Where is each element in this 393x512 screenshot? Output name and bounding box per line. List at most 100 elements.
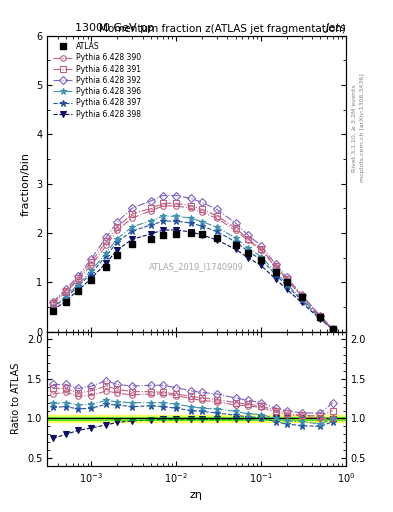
Pythia 6.428 396	[76, 281, 81, 287]
Pythia 6.428 396	[233, 235, 238, 241]
Pythia 6.428 392	[284, 274, 289, 281]
Pythia 6.428 397	[233, 239, 238, 245]
Pythia 6.428 392	[246, 232, 250, 238]
Pythia 6.428 397	[50, 305, 55, 311]
Text: Jets: Jets	[325, 23, 346, 33]
Pythia 6.428 398	[115, 247, 119, 253]
Pythia 6.428 398	[161, 227, 165, 233]
Pythia 6.428 391	[189, 203, 194, 209]
Pythia 6.428 392	[104, 234, 109, 240]
Pythia 6.428 396	[174, 213, 179, 219]
Pythia 6.428 397	[76, 283, 81, 289]
Pythia 6.428 398	[149, 231, 153, 237]
Pythia 6.428 390	[149, 208, 153, 214]
Pythia 6.428 397	[64, 294, 68, 301]
Pythia 6.428 397	[115, 239, 119, 245]
Pythia 6.428 392	[76, 273, 81, 279]
Pythia 6.428 392	[199, 199, 204, 205]
Pythia 6.428 390	[233, 227, 238, 233]
ATLAS	[259, 257, 263, 263]
Pythia 6.428 390	[161, 203, 165, 209]
Pythia 6.428 398	[284, 286, 289, 292]
Pythia 6.428 391	[149, 205, 153, 211]
Pythia 6.428 398	[299, 300, 304, 306]
Pythia 6.428 397	[246, 248, 250, 254]
Text: Rivet 3.1.10, ≥ 3.2M events: Rivet 3.1.10, ≥ 3.2M events	[352, 84, 357, 172]
Pythia 6.428 397	[161, 218, 165, 224]
Pythia 6.428 392	[189, 196, 194, 202]
Line: Pythia 6.428 396: Pythia 6.428 396	[50, 212, 336, 332]
Legend: ATLAS, Pythia 6.428 390, Pythia 6.428 391, Pythia 6.428 392, Pythia 6.428 396, P: ATLAS, Pythia 6.428 390, Pythia 6.428 39…	[51, 39, 143, 121]
Pythia 6.428 398	[189, 229, 194, 235]
Pythia 6.428 390	[104, 242, 109, 248]
Pythia 6.428 396	[259, 253, 263, 260]
Pythia 6.428 390	[214, 215, 219, 221]
Pythia 6.428 396	[284, 281, 289, 287]
Pythia 6.428 391	[318, 313, 323, 319]
Pythia 6.428 391	[274, 263, 278, 269]
Pythia 6.428 390	[299, 293, 304, 299]
Pythia 6.428 398	[104, 260, 109, 266]
Pythia 6.428 390	[284, 276, 289, 283]
Pythia 6.428 398	[331, 326, 335, 332]
Pythia 6.428 392	[115, 219, 119, 225]
Pythia 6.428 396	[246, 245, 250, 251]
Pythia 6.428 392	[130, 205, 134, 211]
Pythia 6.428 392	[149, 198, 153, 204]
Text: 13000 GeV pp: 13000 GeV pp	[75, 23, 154, 33]
Pythia 6.428 396	[318, 315, 323, 321]
Pythia 6.428 397	[274, 272, 278, 278]
Pythia 6.428 392	[214, 206, 219, 212]
Pythia 6.428 397	[130, 228, 134, 234]
Pythia 6.428 391	[115, 224, 119, 230]
Pythia 6.428 391	[246, 236, 250, 242]
Pythia 6.428 397	[259, 257, 263, 263]
ATLAS	[64, 299, 68, 305]
Pythia 6.428 391	[50, 300, 55, 306]
Line: Pythia 6.428 391: Pythia 6.428 391	[50, 201, 336, 332]
ATLAS	[104, 264, 109, 270]
Pythia 6.428 396	[130, 224, 134, 230]
Pythia 6.428 391	[299, 292, 304, 298]
Text: Momentum fraction z(ATLAS jet fragmentation): Momentum fraction z(ATLAS jet fragmentat…	[99, 24, 346, 34]
Pythia 6.428 392	[233, 220, 238, 226]
Pythia 6.428 398	[174, 227, 179, 233]
ATLAS	[50, 308, 55, 314]
Pythia 6.428 396	[149, 218, 153, 224]
ATLAS	[130, 241, 134, 247]
Pythia 6.428 396	[199, 219, 204, 225]
Pythia 6.428 392	[259, 243, 263, 249]
Pythia 6.428 397	[104, 252, 109, 259]
Pythia 6.428 390	[115, 227, 119, 233]
Y-axis label: Ratio to ATLAS: Ratio to ATLAS	[11, 363, 21, 434]
Pythia 6.428 391	[199, 206, 204, 212]
Pythia 6.428 397	[318, 315, 323, 322]
Pythia 6.428 390	[76, 276, 81, 283]
ATLAS	[331, 326, 335, 332]
Pythia 6.428 391	[104, 238, 109, 244]
Bar	[47, 417, 346, 420]
Pythia 6.428 391	[233, 225, 238, 231]
Pythia 6.428 398	[199, 232, 204, 238]
Pythia 6.428 398	[246, 254, 250, 261]
Pythia 6.428 398	[233, 246, 238, 252]
Pythia 6.428 391	[76, 275, 81, 282]
Pythia 6.428 392	[50, 299, 55, 305]
ATLAS	[214, 235, 219, 241]
Y-axis label: fraction/bin: fraction/bin	[20, 152, 31, 216]
Pythia 6.428 396	[104, 250, 109, 256]
Pythia 6.428 397	[189, 220, 194, 226]
Pythia 6.428 398	[76, 287, 81, 293]
Pythia 6.428 390	[189, 205, 194, 211]
Pythia 6.428 396	[331, 326, 335, 332]
Pythia 6.428 398	[130, 237, 134, 243]
Pythia 6.428 391	[284, 276, 289, 282]
ATLAS	[299, 294, 304, 300]
ATLAS	[246, 250, 250, 256]
Pythia 6.428 398	[259, 263, 263, 269]
Pythia 6.428 392	[299, 291, 304, 297]
Pythia 6.428 396	[50, 304, 55, 310]
Pythia 6.428 397	[174, 218, 179, 224]
Pythia 6.428 398	[50, 307, 55, 313]
X-axis label: zη: zη	[190, 490, 203, 500]
